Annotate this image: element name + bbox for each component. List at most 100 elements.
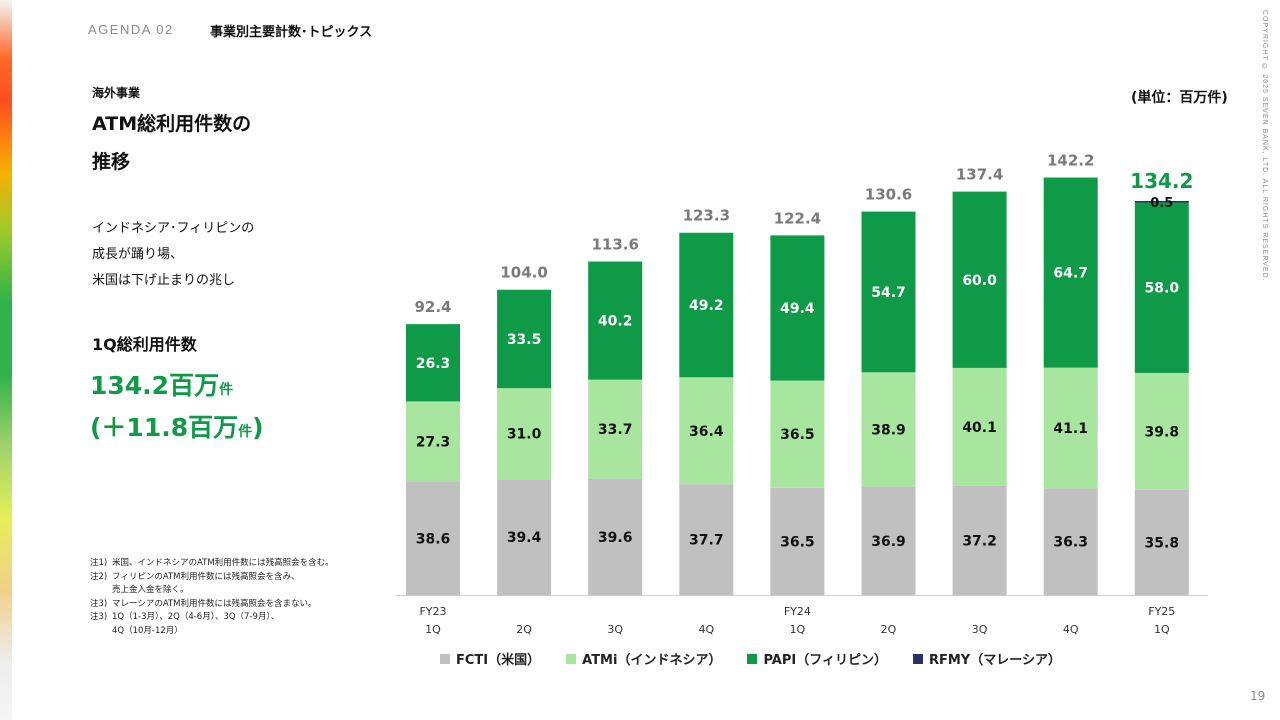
kpi-change-number: (＋11.8百万 xyxy=(90,413,239,442)
footnotes: 注1) 米国、インドネシアのATM利用件数には残高照会を含む。 注2) フィリピンの… xyxy=(90,557,334,638)
data-label: 39.4 xyxy=(507,530,542,546)
footnote: 注2) フィリピンのATM利用件数には残高照会を含み、 xyxy=(90,571,300,582)
legend-item-fcti: FCTI（米国） xyxy=(440,649,540,668)
bar-segment xyxy=(1134,372,1189,490)
x-tick-label: 3Q xyxy=(972,623,988,636)
legend-item-rfmy: RFMY（マレーシア） xyxy=(912,649,1061,668)
bar-segment xyxy=(952,485,1007,595)
data-label: 64.7 xyxy=(1053,266,1088,282)
x-tick-label: 1Q xyxy=(425,623,441,636)
x-tick-year: FY23 xyxy=(419,605,446,618)
data-label: 41.1 xyxy=(1053,421,1088,437)
bar-segment xyxy=(952,367,1007,486)
bar-segment xyxy=(861,372,916,487)
data-label: 49.4 xyxy=(780,301,815,317)
bar-segment xyxy=(1134,202,1189,373)
x-tick-label: 4Q xyxy=(698,623,714,636)
x-tick-label: 1Q xyxy=(1154,623,1170,636)
total-label: 123.3 xyxy=(683,207,730,225)
total-label: 134.2 xyxy=(1130,169,1193,193)
legend-item-papi: PAPI（フィリピン） xyxy=(747,649,887,668)
footnote: 注3) マレーシアのATM利用件数には残高照会を含まない。 xyxy=(90,598,317,609)
x-tick-label: 3Q xyxy=(607,623,623,636)
total-label: 113.6 xyxy=(591,236,638,254)
data-label: 26.3 xyxy=(416,356,451,372)
data-label: 36.3 xyxy=(1053,535,1088,551)
unit-label: (単位：百万件) xyxy=(1131,90,1228,106)
bar-segment xyxy=(497,479,552,595)
agenda-title: 事業別主要計数･トピックス xyxy=(210,25,373,40)
data-label: 36.5 xyxy=(780,534,815,550)
bar-segment xyxy=(1134,489,1189,595)
bar-segment xyxy=(770,235,825,381)
data-label: 40.2 xyxy=(598,314,633,330)
kpi-value: 134.2百万件 xyxy=(90,366,233,402)
data-label: 36.5 xyxy=(780,427,815,443)
legend-swatch xyxy=(566,653,577,664)
total-label: 142.2 xyxy=(1047,152,1094,170)
bar-segment xyxy=(861,211,916,373)
bar-segment xyxy=(406,401,460,482)
data-label: 37.2 xyxy=(962,533,997,549)
section-label: 海外事業 xyxy=(92,86,141,100)
data-label: 39.8 xyxy=(1145,424,1180,440)
description-line1: インドネシア･フィリピンの xyxy=(92,221,255,236)
data-label: 40.1 xyxy=(962,420,997,436)
total-label: 92.4 xyxy=(414,298,451,316)
bar-segment xyxy=(1043,177,1098,368)
data-label: 39.6 xyxy=(598,530,633,546)
kpi-change-unit: 件 xyxy=(238,424,253,440)
kpi-value-unit: 件 xyxy=(219,382,234,398)
x-tick-year: FY25 xyxy=(1148,605,1175,618)
data-label: 33.5 xyxy=(507,332,542,348)
kpi-label: 1Q総利用件数 xyxy=(92,335,197,354)
data-label: 36.9 xyxy=(871,534,906,550)
bar-segment xyxy=(1134,200,1189,203)
legend-swatch xyxy=(747,653,758,664)
total-label: 104.0 xyxy=(500,264,547,282)
kpi-value-number: 134.2百万 xyxy=(90,371,220,400)
data-label: 60.0 xyxy=(962,273,997,289)
copyright-text: COPYRIGHT © 2025 SEVEN BANK, LTD. ALL RI… xyxy=(1261,10,1268,282)
x-tick-year: FY24 xyxy=(784,605,811,618)
bar-segment xyxy=(679,232,734,378)
description-line2: 成長が踊り場、 xyxy=(92,247,184,262)
bar-segment xyxy=(406,324,460,402)
page-title: ATM総利用件数の 推移 xyxy=(92,105,312,181)
bar-segment xyxy=(588,379,643,479)
kpi-change-close: ) xyxy=(252,413,264,442)
data-label: 36.4 xyxy=(689,424,724,440)
data-label: 58.0 xyxy=(1145,281,1180,297)
data-label: 38.9 xyxy=(871,422,906,438)
legend-swatch xyxy=(440,653,450,664)
bar-segment xyxy=(588,261,643,380)
data-label: 54.7 xyxy=(871,285,906,301)
footnote: 売上金入金を除く。 xyxy=(112,585,189,595)
page-number: 19 xyxy=(1250,689,1266,703)
x-tick-label: 2Q xyxy=(516,623,532,636)
kpi-change: (＋11.8百万件) xyxy=(90,408,264,444)
x-tick-label: 2Q xyxy=(881,623,897,636)
legend-swatch xyxy=(912,653,923,664)
agenda-label: AGENDA 02 xyxy=(88,22,174,37)
footnote: 注3) 1Q（1-3月）、2Q（4-6月）、3Q（7-9月）、 xyxy=(90,612,280,622)
data-label: 33.7 xyxy=(598,422,633,438)
page-title-line1: ATM総利用件数の xyxy=(92,113,252,135)
bar-segment xyxy=(952,191,1007,368)
bar-segment xyxy=(588,478,643,595)
bar-segment xyxy=(679,377,734,485)
bar-segment xyxy=(861,486,916,595)
bar-segment xyxy=(679,484,734,595)
x-tick-label: 4Q xyxy=(1063,623,1079,636)
data-label: 31.0 xyxy=(507,427,542,443)
x-tick-label: 1Q xyxy=(790,623,806,636)
total-label: 137.4 xyxy=(956,166,1003,184)
bar-segment xyxy=(770,380,825,488)
total-label: 130.6 xyxy=(865,186,912,204)
accent-strip xyxy=(0,0,12,720)
data-label: 49.2 xyxy=(689,298,724,314)
footnote: 4Q（10月-12月） xyxy=(112,625,183,636)
footnote: 注1) 米国、インドネシアのATM利用件数には残高照会を含む。 xyxy=(90,558,334,568)
legend-item-atmi: ATMi（インドネシア） xyxy=(566,649,721,668)
